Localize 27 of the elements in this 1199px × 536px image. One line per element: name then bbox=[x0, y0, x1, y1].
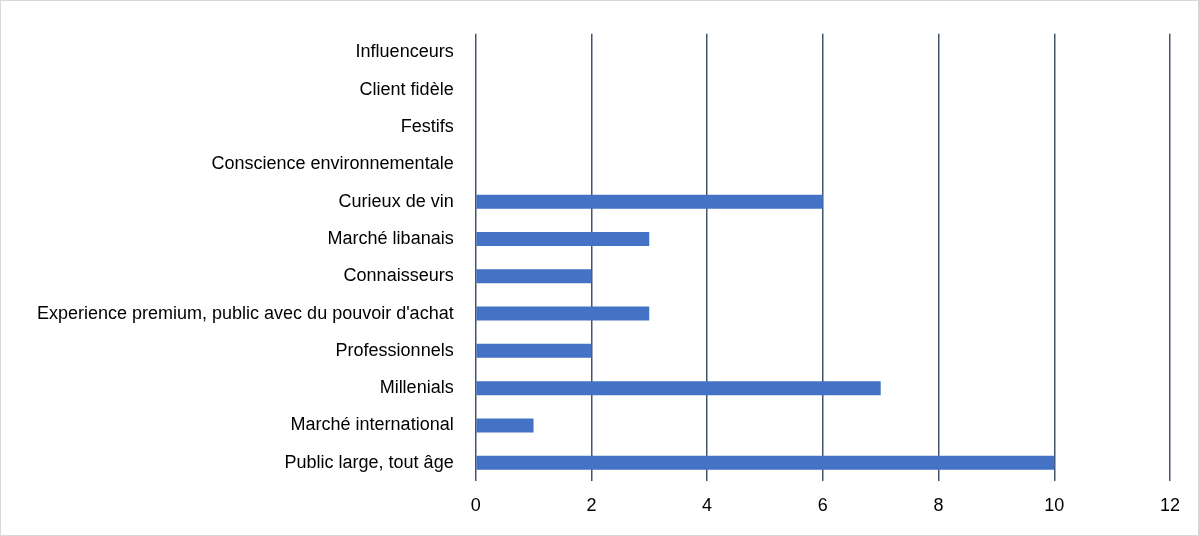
x-tick-label: 2 bbox=[586, 495, 597, 516]
x-tick-label: 4 bbox=[702, 495, 713, 516]
x-tick-label: 10 bbox=[1044, 495, 1065, 516]
bar bbox=[476, 381, 881, 396]
bar bbox=[476, 455, 1055, 470]
x-tick-label: 12 bbox=[1159, 495, 1181, 516]
y-tick-label: Marché libanais bbox=[327, 227, 454, 248]
x-tick-label: 0 bbox=[470, 495, 481, 516]
y-tick-label: Experience premium, public avec du pouvoir d'achat bbox=[36, 302, 454, 323]
y-tick-label: Marché international bbox=[290, 414, 454, 435]
bar bbox=[476, 418, 534, 433]
bar bbox=[476, 231, 650, 246]
y-tick-label: Public large, tout âge bbox=[284, 451, 454, 472]
y-tick-label: Festifs bbox=[400, 116, 454, 137]
y-tick-label: Professionnels bbox=[335, 339, 454, 360]
x-tick-label: 8 bbox=[933, 495, 944, 516]
y-tick-label: Millenials bbox=[379, 377, 454, 398]
y-tick-label: Influenceurs bbox=[355, 41, 454, 62]
y-tick-label: Curieux de vin bbox=[338, 190, 454, 211]
bar bbox=[476, 306, 650, 321]
bar bbox=[476, 194, 823, 209]
bar bbox=[476, 269, 592, 284]
bar bbox=[476, 343, 592, 358]
y-tick-label: Client fidèle bbox=[359, 78, 454, 99]
x-tick-label: 6 bbox=[817, 495, 828, 516]
y-tick-label: Conscience environnementale bbox=[211, 153, 454, 174]
y-tick-label: Connaisseurs bbox=[343, 265, 454, 286]
